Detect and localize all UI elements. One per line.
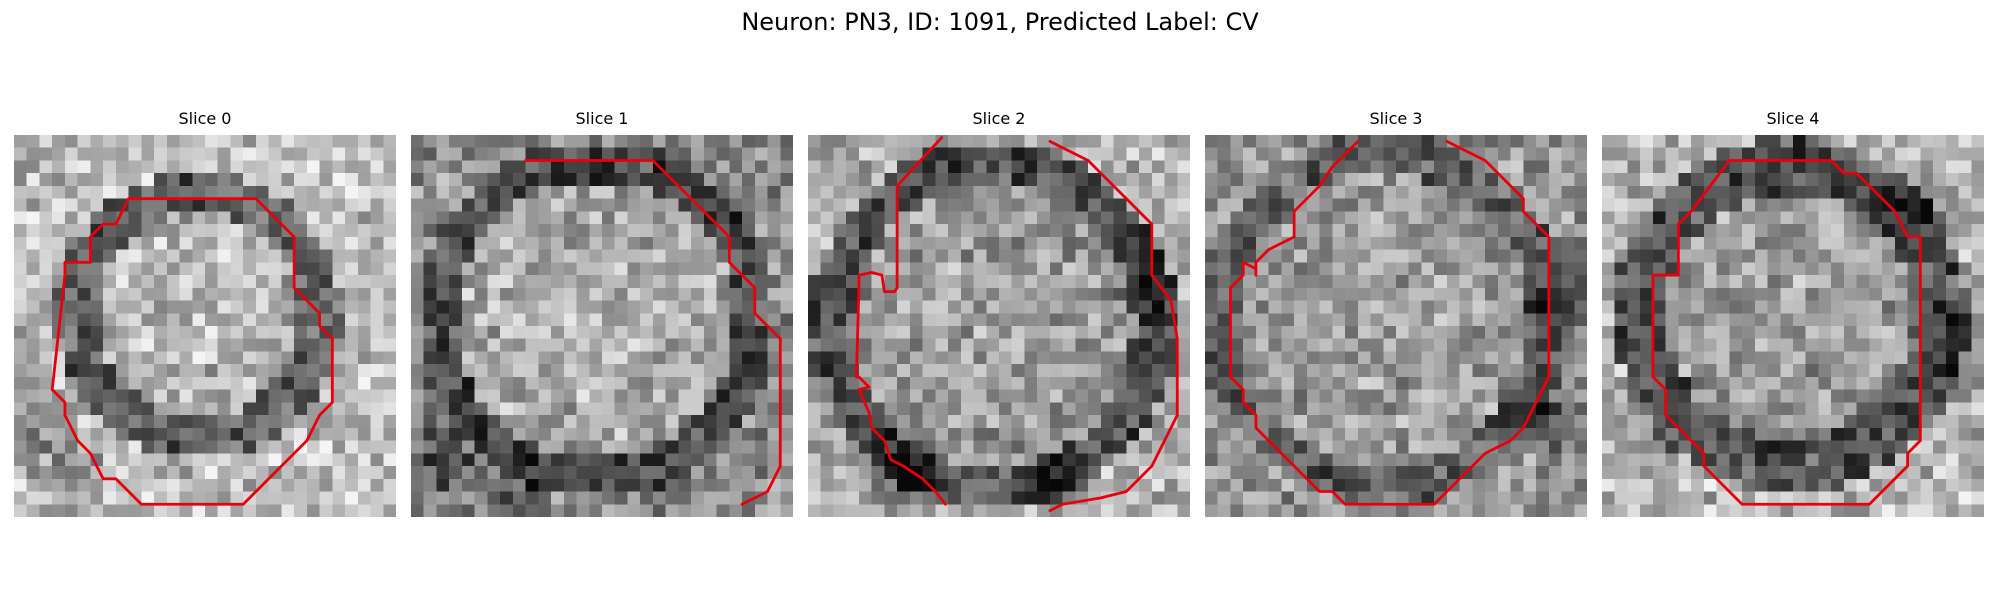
pixel-grid — [411, 135, 793, 517]
segmentation-contour — [854, 136, 947, 506]
pixel-grid — [14, 135, 396, 517]
slice-image — [411, 135, 793, 517]
pixel-grid — [1205, 135, 1587, 517]
slice-image — [1602, 135, 1984, 517]
slice-title: Slice 1 — [575, 109, 629, 128]
slice-panel-0: Slice 0 — [14, 108, 396, 518]
slice-title: Slice 3 — [1369, 109, 1423, 128]
segmentation-contour — [50, 197, 334, 506]
slice-title: Slice 4 — [1766, 109, 1820, 128]
segmentation-contour — [524, 159, 782, 506]
slice-title: Slice 2 — [972, 109, 1026, 128]
figure-title: Neuron: PN3, ID: 1091, Predicted Label: … — [741, 8, 1259, 36]
slice-image — [14, 135, 396, 517]
slice-image — [808, 135, 1190, 517]
slice-panel-1: Slice 1 — [411, 108, 793, 518]
pixel-grid — [808, 135, 1190, 517]
slice-panel-3: Slice 3 — [1205, 108, 1587, 518]
slice-panel-2: Slice 2 — [808, 108, 1190, 518]
slice-panel-4: Slice 4 — [1602, 108, 1984, 518]
slice-title: Slice 0 — [178, 109, 232, 128]
segmentation-contour — [1229, 139, 1551, 506]
segmentation-contour — [1048, 139, 1179, 513]
pixel-grid — [1602, 135, 1984, 517]
segmentation-contour — [1651, 159, 1922, 506]
slice-image — [1205, 135, 1587, 517]
